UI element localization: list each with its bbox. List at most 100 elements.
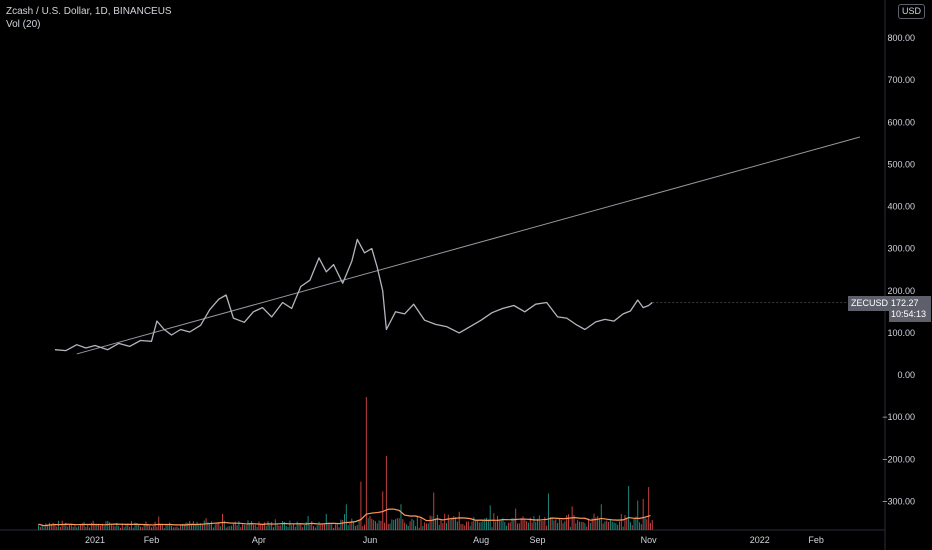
volume-bar — [367, 518, 369, 530]
volume-bar — [358, 520, 360, 530]
volume-bar — [435, 518, 437, 530]
volume-bar — [305, 522, 307, 530]
y-tick-label: −200.00 — [882, 454, 915, 464]
volume-bar — [518, 523, 520, 530]
x-tick-label: Sep — [530, 535, 546, 545]
volume-bar — [92, 520, 94, 530]
volume-bar — [167, 525, 169, 530]
x-tick-label: Feb — [808, 535, 824, 545]
volume-bar — [480, 522, 482, 530]
volume-bar — [604, 521, 606, 530]
volume-bar — [309, 524, 311, 530]
volume-bar — [125, 524, 127, 530]
volume-bar — [127, 523, 129, 530]
volume-bar — [242, 524, 244, 530]
volume-bar — [478, 522, 480, 530]
volume-bar — [274, 519, 276, 530]
symbol-title[interactable]: Zcash / U.S. Dollar, 1D, BINANCEUS — [6, 6, 172, 17]
y-tick-label: 600.00 — [887, 117, 915, 127]
volume-bar — [628, 486, 630, 530]
volume-bar — [98, 524, 100, 530]
volume-bar — [535, 521, 537, 530]
volume-bar — [263, 522, 265, 530]
volume-bar — [181, 523, 183, 530]
volume-bar — [578, 521, 580, 530]
volume-bar — [491, 527, 493, 530]
volume-bar — [223, 520, 225, 530]
volume-bar — [476, 519, 478, 530]
volume-bar — [112, 525, 114, 530]
price-line — [54, 238, 653, 352]
y-tick-label: 0.00 — [897, 370, 915, 380]
volume-ma-line — [38, 508, 651, 527]
volume-bar — [303, 525, 305, 530]
volume-bar — [232, 523, 234, 530]
volume-bar — [185, 522, 187, 530]
volume-bar — [70, 523, 72, 530]
volume-bar — [568, 514, 570, 530]
volume-bar — [340, 519, 342, 530]
x-tick-label: Jun — [363, 535, 378, 545]
volume-bar — [447, 514, 449, 530]
volume-bar — [649, 522, 651, 530]
volume-bar — [229, 526, 231, 530]
volume-bar — [354, 525, 356, 530]
volume-bar — [212, 527, 214, 530]
volume-bar — [582, 522, 584, 530]
volume-bar — [644, 517, 646, 530]
bar-countdown: 10:54:13 — [891, 309, 927, 319]
volume-bar — [609, 519, 611, 530]
volume-indicator-label[interactable]: Vol (20) — [6, 19, 41, 30]
volume-bar — [265, 526, 267, 530]
volume-bar — [187, 522, 189, 530]
volume-bar — [409, 521, 411, 530]
volume-bar — [218, 522, 220, 530]
volume-bar — [247, 520, 249, 530]
x-tick-label: Feb — [144, 535, 160, 545]
volume-bar — [43, 527, 45, 530]
currency-button[interactable]: USD — [898, 4, 926, 19]
volume-bar — [527, 522, 529, 530]
volume-bar — [260, 523, 262, 530]
volume-bar — [589, 522, 591, 530]
volume-bar — [617, 524, 619, 530]
volume-bar — [631, 525, 633, 530]
volume-bar — [147, 524, 149, 530]
volume-bar — [311, 521, 313, 530]
y-tick-label: 200.00 — [887, 286, 915, 296]
volume-bar — [637, 500, 639, 530]
volume-bar — [322, 524, 324, 530]
volume-bar — [254, 524, 256, 530]
volume-bar — [231, 525, 233, 530]
volume-bar — [56, 526, 58, 530]
volume-bar — [393, 519, 395, 530]
volume-bar — [178, 527, 180, 530]
volume-bar — [50, 524, 52, 530]
volume-bar — [59, 526, 61, 530]
y-tick-label: −300.00 — [882, 496, 915, 506]
volume-bar — [351, 518, 353, 530]
volume-bar — [595, 517, 597, 530]
volume-bar — [296, 521, 298, 530]
volume-bar — [458, 511, 460, 530]
volume-bar — [405, 524, 407, 530]
volume-bar — [378, 520, 380, 530]
volume-bar — [176, 526, 178, 530]
volume-bar — [323, 524, 325, 530]
volume-bar — [620, 514, 622, 530]
volume-bar — [493, 513, 495, 530]
volume-bar — [267, 521, 269, 530]
volume-bar — [362, 526, 364, 530]
volume-bar — [533, 516, 535, 530]
volume-bar — [96, 524, 98, 530]
volume-bar — [83, 522, 85, 530]
volume-bar — [114, 526, 116, 530]
volume-bar — [41, 524, 43, 530]
volume-bar — [325, 513, 327, 530]
volume-bar — [333, 527, 335, 530]
volume-bar — [258, 521, 260, 530]
volume-bar — [69, 524, 71, 530]
volume-bar — [473, 517, 475, 530]
volume-bar — [407, 526, 409, 530]
